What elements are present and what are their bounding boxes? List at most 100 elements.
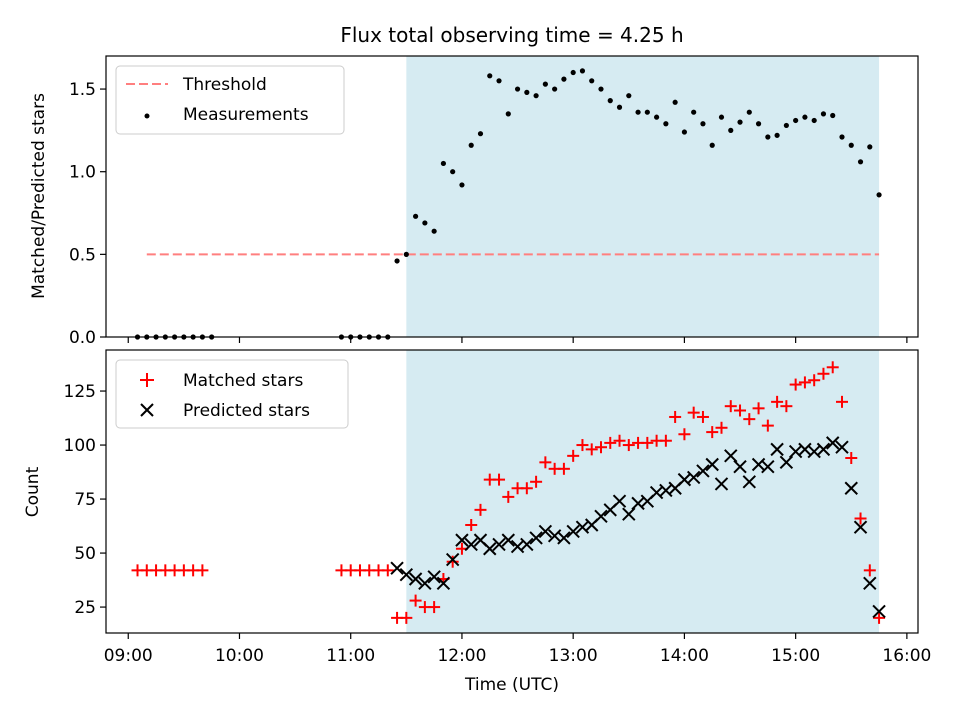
matched-stars-series	[131, 361, 886, 624]
top-legend-box	[115, 65, 345, 135]
matched-stars-point	[381, 564, 394, 577]
x-axis-label: Time (UTC)	[464, 675, 559, 695]
top-y-tick-label: 0.5	[69, 245, 96, 265]
bottom-y-axis-label: Count	[23, 466, 43, 517]
matched-stars-point	[771, 395, 784, 408]
measurement-point	[514, 86, 521, 92]
measurement-point	[459, 182, 465, 188]
x-tick-label: 12:00	[437, 646, 486, 666]
legend-matched-label: Matched stars	[183, 371, 303, 391]
x-tick-label: 11:00	[326, 646, 375, 666]
measurement-point	[755, 121, 762, 127]
matched-stars-point	[826, 361, 839, 374]
predicted-stars-point	[779, 455, 794, 470]
x-tick-label: 15:00	[771, 646, 820, 666]
predicted-stars-point	[714, 477, 729, 491]
x-tick-label: 09:00	[104, 646, 153, 666]
measurement-point	[663, 121, 669, 127]
measurement-point	[542, 81, 548, 87]
matched-stars-point	[530, 475, 543, 488]
measurement-point	[635, 109, 641, 115]
measurement-point	[672, 99, 678, 105]
predicted-stars-point	[408, 572, 423, 586]
predicted-stars-point	[520, 537, 534, 552]
matched-stars-point	[428, 601, 441, 614]
matched-stars-point	[493, 473, 506, 486]
matched-stars-point	[780, 400, 793, 413]
matched-stars-point	[743, 413, 756, 426]
matched-stars-point	[761, 419, 774, 432]
matched-stars-point	[604, 436, 617, 449]
measurement-point	[654, 114, 660, 120]
measurement-point	[616, 104, 623, 110]
measurement-point	[802, 114, 808, 120]
matched-stars-point	[808, 374, 821, 387]
predicted-stars-point	[464, 537, 478, 552]
bottom-y-tick-label: 75	[74, 490, 96, 510]
matched-stars-point	[817, 367, 830, 380]
measurement-point	[867, 144, 873, 150]
measurement-point	[793, 117, 799, 124]
legend-predicted-label: Predicted stars	[183, 401, 310, 421]
measurement-point	[477, 131, 484, 137]
measurement-point	[737, 119, 743, 125]
matched-stars-point	[567, 449, 580, 462]
measurement-point	[820, 111, 827, 117]
matched-stars-point	[734, 404, 747, 417]
predicted-stars-point	[622, 507, 636, 521]
measurement-point	[431, 228, 437, 234]
matched-stars-point	[835, 395, 848, 408]
measurement-point	[607, 98, 613, 104]
measurement-point	[644, 109, 650, 115]
bottom-legend-box	[115, 359, 349, 429]
top-y-tick-label: 1.0	[69, 163, 96, 183]
measurement-point	[774, 132, 780, 138]
measurement-point	[552, 86, 558, 92]
predicted-stars-point	[863, 576, 877, 591]
legend-predicted-swatch	[140, 403, 154, 417]
measurement-point	[848, 142, 854, 148]
legend-measurements-swatch	[144, 113, 150, 119]
top-panel: 0.0 0.5 1.0 1.5 Matched/Predicted stars Thr…	[29, 55, 919, 348]
matched-stars-point	[669, 410, 682, 423]
bottom-panel: 25 50 75 100 125 09:00 10:00 11:00 12:00 13:00 14…	[23, 349, 931, 695]
top-y-axis-label: Matched/Predicted stars	[29, 93, 49, 299]
measurement-point	[450, 169, 456, 175]
matched-stars-point	[446, 555, 459, 568]
predicted-stars-point	[529, 531, 543, 545]
measurement-point	[718, 114, 725, 120]
matched-stars-point	[641, 436, 654, 449]
measurement-point	[857, 159, 864, 165]
predicted-stars-point	[761, 459, 775, 474]
measurement-point	[626, 93, 632, 99]
measurement-point	[524, 89, 530, 95]
bottom-y-tick-label: 50	[74, 544, 96, 564]
matched-stars-point	[854, 512, 867, 525]
x-tick-label: 14:00	[660, 646, 709, 666]
matched-stars-point	[863, 564, 876, 577]
predicted-stars-point	[844, 481, 858, 495]
matched-stars-point	[678, 428, 691, 441]
top-y-tick-label: 0.0	[69, 328, 96, 348]
matched-stars-point	[687, 406, 700, 419]
matched-stars-point	[502, 490, 515, 503]
measurement-point	[589, 78, 595, 84]
predicted-stars-point	[770, 442, 784, 457]
predicted-stars-point	[418, 576, 432, 591]
measurement-point	[496, 78, 502, 84]
predicted-stars-point	[483, 542, 497, 556]
matched-stars-point	[613, 434, 626, 447]
x-tick-label: 10:00	[215, 646, 264, 666]
top-legend: Threshold Measurements	[115, 65, 345, 135]
measurement-point	[839, 134, 845, 140]
matched-stars-point	[520, 482, 533, 495]
measurement-point	[422, 220, 428, 226]
matched-stars-point	[400, 611, 413, 624]
measurement-point	[876, 192, 882, 198]
matched-stars-point	[752, 402, 765, 415]
legend-threshold-label: Threshold	[182, 75, 267, 95]
measurement-point	[487, 73, 493, 79]
predicted-stars-point	[492, 537, 506, 552]
measurement-point	[579, 68, 586, 74]
predicted-stars-point	[612, 494, 627, 508]
